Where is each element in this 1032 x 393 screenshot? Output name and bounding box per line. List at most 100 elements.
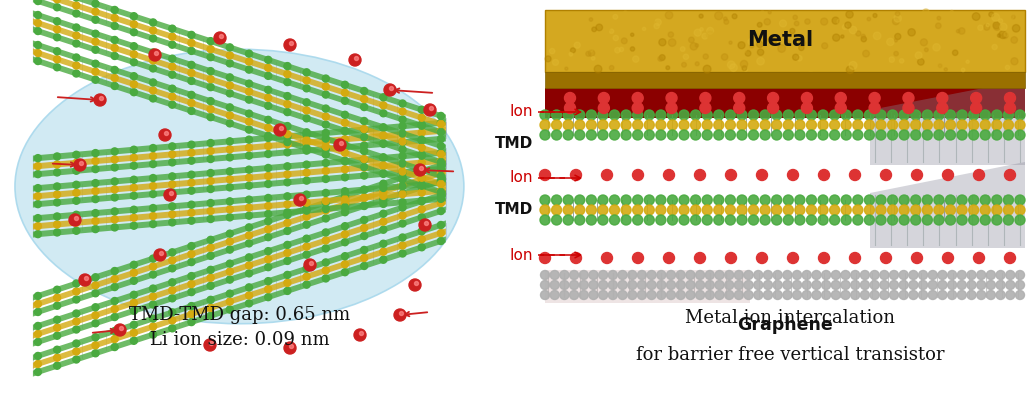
Circle shape bbox=[1015, 110, 1025, 120]
Circle shape bbox=[899, 110, 909, 120]
Circle shape bbox=[188, 92, 195, 98]
Circle shape bbox=[188, 209, 195, 216]
Circle shape bbox=[910, 130, 921, 140]
Circle shape bbox=[284, 62, 291, 70]
Circle shape bbox=[644, 120, 654, 130]
Circle shape bbox=[967, 281, 976, 290]
Circle shape bbox=[160, 252, 163, 255]
Circle shape bbox=[579, 290, 588, 299]
Circle shape bbox=[690, 110, 701, 120]
Circle shape bbox=[380, 102, 387, 109]
Circle shape bbox=[926, 24, 932, 30]
Circle shape bbox=[540, 195, 550, 205]
Circle shape bbox=[188, 201, 195, 208]
Circle shape bbox=[164, 132, 168, 136]
Circle shape bbox=[633, 120, 643, 130]
Circle shape bbox=[322, 83, 329, 90]
Circle shape bbox=[322, 215, 329, 222]
Circle shape bbox=[633, 56, 639, 62]
Circle shape bbox=[226, 52, 233, 59]
Circle shape bbox=[54, 4, 61, 11]
Circle shape bbox=[188, 157, 195, 164]
Circle shape bbox=[667, 281, 676, 290]
Circle shape bbox=[683, 54, 688, 59]
Circle shape bbox=[656, 290, 666, 299]
Circle shape bbox=[986, 24, 990, 27]
Circle shape bbox=[360, 224, 367, 231]
Circle shape bbox=[894, 51, 898, 56]
Circle shape bbox=[73, 326, 79, 333]
Circle shape bbox=[130, 192, 137, 199]
Circle shape bbox=[599, 92, 609, 103]
Circle shape bbox=[246, 284, 253, 291]
Circle shape bbox=[992, 13, 1000, 21]
Circle shape bbox=[934, 215, 944, 225]
Circle shape bbox=[99, 97, 103, 101]
Circle shape bbox=[380, 171, 387, 177]
Circle shape bbox=[342, 111, 349, 118]
Circle shape bbox=[783, 215, 794, 225]
Circle shape bbox=[342, 136, 349, 143]
Circle shape bbox=[705, 290, 714, 299]
Circle shape bbox=[360, 186, 367, 193]
Circle shape bbox=[284, 39, 296, 51]
Circle shape bbox=[937, 103, 947, 114]
Circle shape bbox=[541, 270, 549, 279]
Circle shape bbox=[728, 61, 735, 69]
Circle shape bbox=[563, 195, 573, 205]
Circle shape bbox=[322, 135, 329, 142]
Circle shape bbox=[226, 238, 233, 245]
Circle shape bbox=[265, 256, 271, 263]
Circle shape bbox=[207, 312, 214, 320]
Circle shape bbox=[659, 55, 666, 61]
Circle shape bbox=[579, 270, 588, 279]
Circle shape bbox=[284, 279, 291, 286]
Circle shape bbox=[1006, 290, 1014, 299]
Circle shape bbox=[773, 281, 782, 290]
Circle shape bbox=[265, 264, 271, 271]
Circle shape bbox=[966, 60, 969, 63]
Circle shape bbox=[303, 265, 310, 272]
Circle shape bbox=[918, 290, 928, 299]
Circle shape bbox=[783, 130, 794, 140]
Circle shape bbox=[322, 229, 329, 236]
Circle shape bbox=[303, 69, 310, 76]
Circle shape bbox=[226, 230, 233, 237]
Circle shape bbox=[725, 205, 736, 215]
Circle shape bbox=[690, 130, 701, 140]
Circle shape bbox=[246, 300, 253, 307]
Circle shape bbox=[73, 211, 79, 218]
Circle shape bbox=[54, 169, 61, 176]
Circle shape bbox=[284, 257, 291, 264]
Circle shape bbox=[899, 290, 908, 299]
Circle shape bbox=[246, 144, 253, 151]
Circle shape bbox=[666, 92, 677, 103]
Circle shape bbox=[785, 40, 789, 44]
Circle shape bbox=[169, 93, 175, 100]
Circle shape bbox=[130, 337, 137, 344]
Circle shape bbox=[92, 304, 99, 311]
Circle shape bbox=[92, 187, 99, 195]
Circle shape bbox=[734, 103, 745, 114]
Circle shape bbox=[633, 92, 643, 103]
Circle shape bbox=[621, 130, 632, 140]
Circle shape bbox=[164, 189, 176, 201]
Circle shape bbox=[150, 323, 157, 330]
Circle shape bbox=[54, 0, 61, 3]
Circle shape bbox=[111, 283, 119, 290]
Circle shape bbox=[934, 120, 944, 130]
Circle shape bbox=[942, 252, 954, 263]
Circle shape bbox=[303, 99, 310, 106]
Circle shape bbox=[933, 44, 940, 51]
Circle shape bbox=[226, 260, 233, 267]
Circle shape bbox=[360, 195, 367, 202]
Circle shape bbox=[890, 290, 899, 299]
Circle shape bbox=[647, 270, 656, 279]
Circle shape bbox=[841, 215, 851, 225]
Circle shape bbox=[1004, 92, 1015, 103]
Circle shape bbox=[923, 215, 932, 225]
Circle shape bbox=[876, 130, 886, 140]
Circle shape bbox=[111, 343, 119, 351]
Circle shape bbox=[322, 167, 329, 174]
Circle shape bbox=[188, 217, 195, 224]
